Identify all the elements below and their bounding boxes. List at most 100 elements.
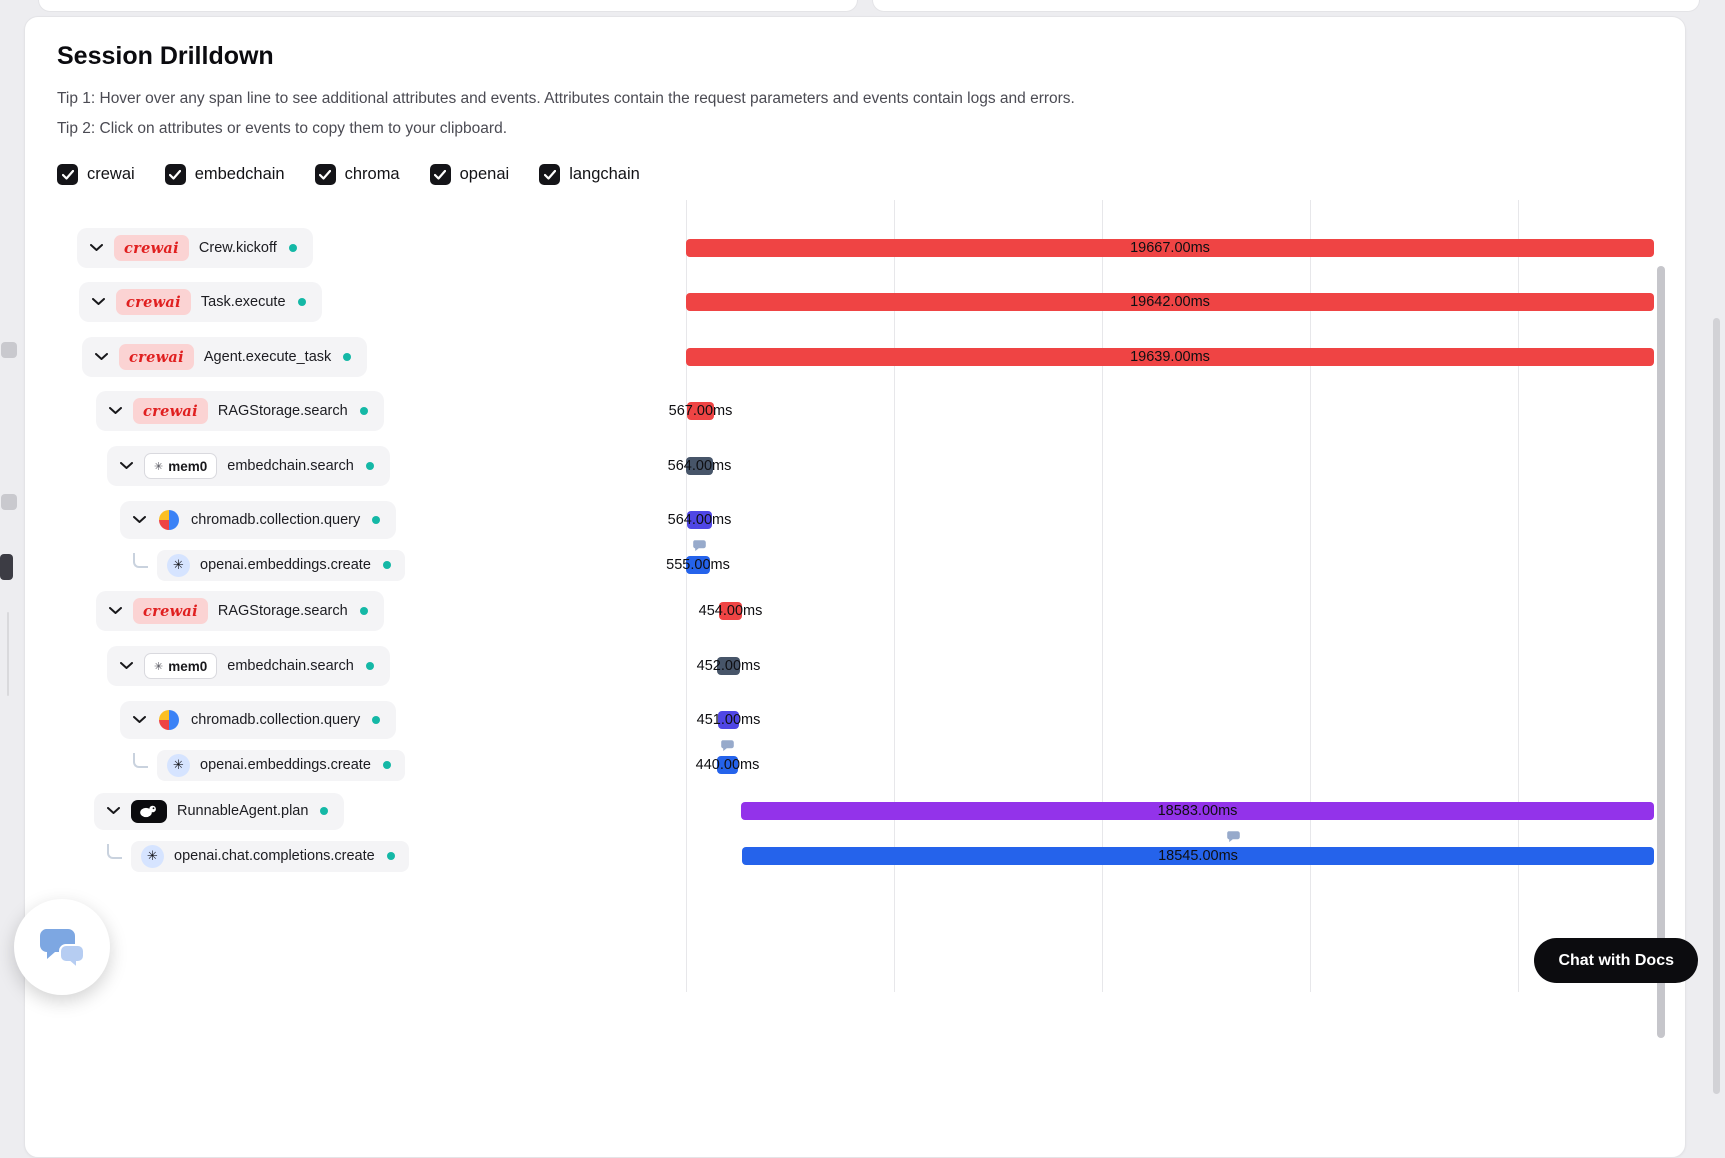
gridline xyxy=(1102,200,1103,992)
openai-logo-icon: ✳ xyxy=(167,753,190,777)
span-duration: 452.00ms xyxy=(696,658,761,674)
span-bar[interactable] xyxy=(719,602,742,620)
event-bubble-icon[interactable] xyxy=(719,738,736,754)
span-duration: 564.00ms xyxy=(667,458,732,474)
span-pill[interactable]: crewai Task.execute xyxy=(79,282,322,322)
filter-label: embedchain xyxy=(194,165,285,183)
span-label: embedchain.search xyxy=(227,658,354,674)
span-bar[interactable] xyxy=(687,402,714,420)
span-pill[interactable]: ✳ mem0 embedchain.search xyxy=(107,446,390,486)
span-pill[interactable]: ✳ mem0 embedchain.search xyxy=(107,646,390,686)
checkbox-crewai[interactable] xyxy=(57,164,78,185)
chat-with-docs-button[interactable]: Chat with Docs xyxy=(1534,938,1698,983)
trace-row: crewai Task.execute 19642.00ms xyxy=(0,281,1725,323)
span-label: chromadb.collection.query xyxy=(191,712,361,728)
span-bar[interactable] xyxy=(686,239,1654,257)
chat-widget-button[interactable] xyxy=(14,899,110,995)
span-bar[interactable] xyxy=(686,457,713,475)
trace-row: crewai Agent.execute_task 19639.00ms xyxy=(0,336,1725,378)
filter-langchain[interactable]: langchain xyxy=(539,164,640,185)
tip-1: Tip 1: Hover over any span line to see a… xyxy=(57,90,1075,107)
chevron-down-icon[interactable] xyxy=(109,607,122,615)
span-pill[interactable]: ✳ openai.embeddings.create xyxy=(157,549,405,581)
crewai-logo-icon: crewai xyxy=(114,235,189,261)
span-pill[interactable]: chromadb.collection.query xyxy=(120,501,397,539)
span-pill[interactable]: chromadb.collection.query xyxy=(120,701,397,739)
trace-row: ✳ mem0 embedchain.search 564.00ms xyxy=(0,445,1725,487)
span-pill[interactable]: crewai Crew.kickoff xyxy=(77,228,313,268)
filter-openai[interactable]: openai xyxy=(429,164,509,185)
trace-row: ✳ mem0 embedchain.search 452.00ms xyxy=(0,645,1725,687)
filter-embedchain[interactable]: embedchain xyxy=(164,164,285,185)
span-bar[interactable] xyxy=(717,657,740,675)
event-bubble-icon[interactable] xyxy=(691,538,708,554)
span-label: Agent.execute_task xyxy=(203,349,332,365)
span-bar[interactable] xyxy=(718,711,739,729)
span-pill[interactable]: RunnableAgent.plan xyxy=(94,792,345,830)
span-bar[interactable] xyxy=(741,802,1654,820)
span-pill[interactable]: crewai RAGStorage.search xyxy=(96,391,384,431)
chevron-down-icon[interactable] xyxy=(95,353,108,361)
span-label: embedchain.search xyxy=(227,458,354,474)
mem0-logo-icon: ✳ mem0 xyxy=(144,653,218,679)
filter-crewai[interactable]: crewai xyxy=(57,164,135,185)
checkbox-openai[interactable] xyxy=(429,164,451,185)
status-dot xyxy=(372,716,381,724)
chroma-logo-icon xyxy=(157,508,181,532)
trace-row: crewai Crew.kickoff 19667.00ms xyxy=(0,227,1725,269)
chevron-down-icon[interactable] xyxy=(92,298,105,306)
crewai-logo-icon: crewai xyxy=(133,398,208,424)
status-dot xyxy=(297,298,306,306)
span-pill[interactable]: crewai Agent.execute_task xyxy=(82,337,368,377)
checkbox-embedchain[interactable] xyxy=(164,164,186,185)
chevron-down-icon[interactable] xyxy=(120,662,133,670)
mem0-gear-icon: ✳ xyxy=(154,460,164,473)
span-bar[interactable] xyxy=(686,556,710,574)
span-bar[interactable] xyxy=(742,847,1654,865)
span-label: RunnableAgent.plan xyxy=(177,803,309,819)
clipped-sidebar-divider xyxy=(7,612,9,696)
chat-bubbles-icon xyxy=(38,925,86,971)
top-card-right xyxy=(872,0,1700,12)
status-dot xyxy=(386,852,395,860)
filter-chroma[interactable]: chroma xyxy=(314,164,400,185)
chevron-down-icon[interactable] xyxy=(133,516,146,524)
langchain-parrot-icon xyxy=(131,799,167,823)
session-drilldown-card xyxy=(24,16,1686,1158)
page-scrollbar[interactable] xyxy=(1713,318,1720,1094)
chevron-down-icon[interactable] xyxy=(109,407,122,415)
waterfall-scrollbar[interactable] xyxy=(1657,266,1665,1038)
crewai-logo-icon: crewai xyxy=(133,598,208,624)
span-label: openai.embeddings.create xyxy=(200,757,371,773)
span-pill[interactable]: ✳ openai.chat.completions.create xyxy=(131,840,409,872)
checkbox-chroma[interactable] xyxy=(314,164,336,185)
span-duration: 451.00ms xyxy=(696,712,761,728)
span-duration: 19639.00ms xyxy=(1130,349,1210,365)
trace-row: ✳ openai.chat.completions.create 18545.00m… xyxy=(0,829,1725,877)
filter-label: langchain xyxy=(569,165,640,183)
span-label: openai.chat.completions.create xyxy=(174,848,375,864)
span-pill[interactable]: crewai RAGStorage.search xyxy=(96,591,384,631)
span-bar[interactable] xyxy=(686,293,1654,311)
filter-label: crewai xyxy=(87,165,135,183)
span-pill[interactable]: ✳ openai.embeddings.create xyxy=(157,749,405,781)
openai-logo-icon: ✳ xyxy=(141,844,164,868)
crewai-logo-icon: crewai xyxy=(119,344,194,370)
span-bar[interactable] xyxy=(686,348,1654,366)
span-duration: 567.00ms xyxy=(668,403,733,419)
checkbox-langchain[interactable] xyxy=(539,164,561,185)
mem0-gear-icon: ✳ xyxy=(154,660,164,673)
span-bar[interactable] xyxy=(717,756,738,774)
trace-row: crewai RAGStorage.search 454.00ms xyxy=(0,590,1725,632)
chevron-down-icon[interactable] xyxy=(107,807,120,815)
trace-row: chromadb.collection.query 564.00ms xyxy=(0,499,1725,541)
trace-row: ✳ openai.embeddings.create 555.00ms xyxy=(0,538,1725,586)
chevron-down-icon[interactable] xyxy=(133,716,146,724)
chevron-down-icon[interactable] xyxy=(90,244,103,252)
chevron-down-icon[interactable] xyxy=(120,462,133,470)
gridline xyxy=(686,200,687,992)
filter-label: chroma xyxy=(344,165,400,183)
span-bar[interactable] xyxy=(687,511,712,529)
chroma-logo-icon xyxy=(157,708,181,732)
event-bubble-icon[interactable] xyxy=(1225,829,1242,845)
